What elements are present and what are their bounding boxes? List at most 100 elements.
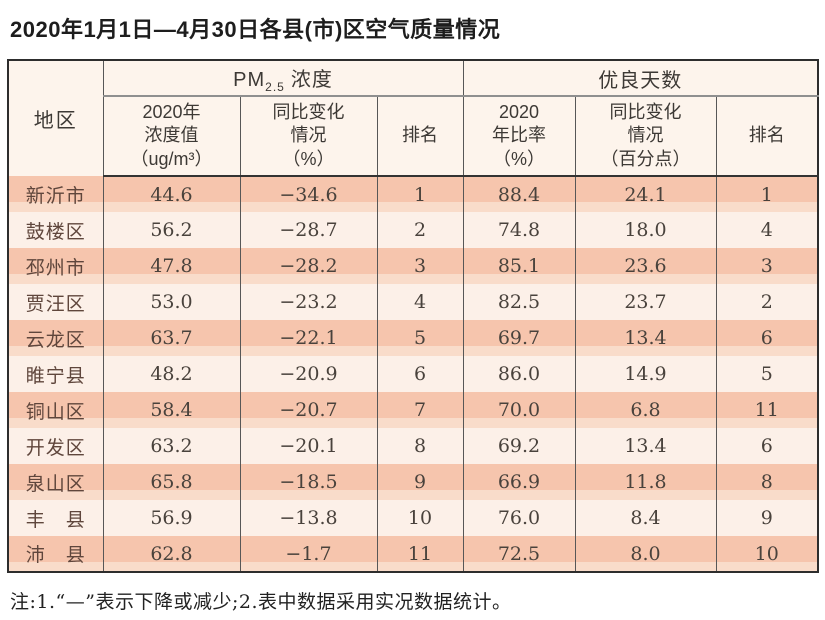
pm-rank-cell: 2 (376, 212, 463, 248)
column-header-days-change: 同比变化 情况 （百分点） (574, 96, 716, 177)
pm-change-cell: −20.1 (239, 428, 377, 464)
pm-change-cell: −13.8 (239, 500, 377, 536)
table-row: 铜山区 58.4 −20.7 7 70.0 6.8 11 (7, 392, 818, 428)
days-ratio-cell: 66.9 (462, 464, 575, 500)
table-row: 贾汪区 53.0 −23.2 4 82.5 23.7 2 (7, 284, 818, 320)
pm-rank-cell: 9 (376, 464, 463, 500)
pm-change-cell: −20.7 (239, 392, 377, 428)
days-change-cell: 24.1 (574, 176, 716, 212)
region-cell: 云龙区 (7, 320, 103, 356)
air-quality-table: 地区 PM2.5 浓度 优良天数 2020年 浓度值 （ug/m³） 同比变化 情… (7, 59, 819, 573)
pm-value-cell: 44.6 (102, 176, 240, 212)
table-row: 鼓楼区 56.2 −28.7 2 74.8 18.0 4 (7, 212, 818, 248)
page-title: 2020年1月1日—4月30日各县(市)区空气质量情况 (10, 17, 501, 42)
table-row: 沛 县 62.8 −1.7 11 72.5 8.0 10 (7, 536, 818, 572)
pm-value-cell: 53.0 (102, 284, 240, 320)
days-ratio-cell: 69.2 (462, 428, 575, 464)
region-cell: 丰 县 (7, 500, 103, 536)
column-header-pm-rank: 排名 (376, 96, 463, 177)
pm-change-cell: −20.9 (239, 356, 377, 392)
pm-change-cell: −18.5 (239, 464, 377, 500)
pm-rank-cell: 7 (376, 392, 463, 428)
table-body: 新沂市 44.6 −34.6 1 88.4 24.1 1 鼓楼区 56.2 −28.7 2 74.8 1… (7, 176, 818, 572)
days-change-cell: 18.0 (574, 212, 716, 248)
days-rank-cell: 11 (715, 392, 818, 428)
days-change-cell: 8.4 (574, 500, 716, 536)
region-cell: 泉山区 (7, 464, 103, 500)
days-rank-cell: 8 (715, 464, 818, 500)
column-header-days-ratio: 2020 年比率 （%） (462, 96, 575, 177)
days-rank-cell: 4 (715, 212, 818, 248)
region-cell: 鼓楼区 (7, 212, 103, 248)
days-rank-cell: 6 (715, 320, 818, 356)
pm-change-cell: −34.6 (239, 176, 377, 212)
days-rank-cell: 2 (715, 284, 818, 320)
region-cell: 贾汪区 (7, 284, 103, 320)
pm-value-cell: 56.9 (102, 500, 240, 536)
region-cell: 开发区 (7, 428, 103, 464)
pm-rank-cell: 11 (376, 536, 463, 572)
pm-rank-cell: 10 (376, 500, 463, 536)
pm-change-cell: −23.2 (239, 284, 377, 320)
pm-rank-cell: 1 (376, 176, 463, 212)
pm-value-cell: 63.7 (102, 320, 240, 356)
pm-rank-cell: 5 (376, 320, 463, 356)
table-row: 丰 县 56.9 −13.8 10 76.0 8.4 9 (7, 500, 818, 536)
days-change-cell: 11.8 (574, 464, 716, 500)
column-header-pm-value: 2020年 浓度值 （ug/m³） (102, 96, 240, 177)
table-header: 地区 PM2.5 浓度 优良天数 2020年 浓度值 （ug/m³） 同比变化 情… (7, 60, 818, 177)
region-cell: 邳州市 (7, 248, 103, 284)
table-row: 开发区 63.2 −20.1 8 69.2 13.4 6 (7, 428, 818, 464)
pm-change-cell: −1.7 (239, 536, 377, 572)
column-header-region: 地区 (7, 60, 103, 176)
pm-value-cell: 65.8 (102, 464, 240, 500)
days-rank-cell: 3 (715, 248, 818, 284)
days-ratio-cell: 88.4 (462, 176, 575, 212)
column-header-days-rank: 排名 (715, 96, 818, 177)
pm-value-cell: 56.2 (102, 212, 240, 248)
days-ratio-cell: 76.0 (462, 500, 575, 536)
days-ratio-cell: 74.8 (462, 212, 575, 248)
days-ratio-cell: 86.0 (462, 356, 575, 392)
table-row: 云龙区 63.7 −22.1 5 69.7 13.4 6 (7, 320, 818, 356)
days-change-cell: 23.7 (574, 284, 716, 320)
pm-value-cell: 48.2 (102, 356, 240, 392)
table-row: 新沂市 44.6 −34.6 1 88.4 24.1 1 (7, 176, 818, 212)
pm-rank-cell: 8 (376, 428, 463, 464)
pm-change-cell: −28.7 (239, 212, 377, 248)
days-change-cell: 23.6 (574, 248, 716, 284)
days-rank-cell: 9 (715, 500, 818, 536)
table-row: 邳州市 47.8 −28.2 3 85.1 23.6 3 (7, 248, 818, 284)
pm-change-cell: −22.1 (239, 320, 377, 356)
footnote: 注:1.“—”表示下降或减少;2.表中数据采用实况数据统计。 (10, 591, 512, 613)
days-rank-cell: 6 (715, 428, 818, 464)
pm-value-cell: 62.8 (102, 536, 240, 572)
days-change-cell: 14.9 (574, 356, 716, 392)
table-row: 睢宁县 48.2 −20.9 6 86.0 14.9 5 (7, 356, 818, 392)
sub-header-row: 2020年 浓度值 （ug/m³） 同比变化 情况 （%） 排名 2020 年比… (8, 96, 818, 177)
pm-value-cell: 47.8 (102, 248, 240, 284)
column-group-pm25: PM2.5 浓度 (102, 60, 463, 97)
pm25-subscript: 2.5 (265, 79, 285, 94)
pm-rank-cell: 3 (376, 248, 463, 284)
days-rank-cell: 5 (715, 356, 818, 392)
region-cell: 沛 县 (7, 536, 103, 572)
pm-change-cell: −28.2 (239, 248, 377, 284)
table-row: 泉山区 65.8 −18.5 9 66.9 11.8 8 (7, 464, 818, 500)
pm-value-cell: 63.2 (102, 428, 240, 464)
pm-rank-cell: 6 (376, 356, 463, 392)
days-ratio-cell: 69.7 (462, 320, 575, 356)
days-change-cell: 13.4 (574, 320, 716, 356)
days-rank-cell: 1 (715, 176, 818, 212)
group-header-row: 地区 PM2.5 浓度 优良天数 (7, 60, 818, 176)
region-cell: 新沂市 (7, 176, 103, 212)
column-group-good-days: 优良天数 (462, 60, 818, 97)
days-ratio-cell: 70.0 (462, 392, 575, 428)
days-rank-cell: 10 (715, 536, 818, 572)
days-change-cell: 6.8 (574, 392, 716, 428)
days-change-cell: 13.4 (574, 428, 716, 464)
days-ratio-cell: 72.5 (462, 536, 575, 572)
region-cell: 铜山区 (7, 392, 103, 428)
days-ratio-cell: 85.1 (462, 248, 575, 284)
